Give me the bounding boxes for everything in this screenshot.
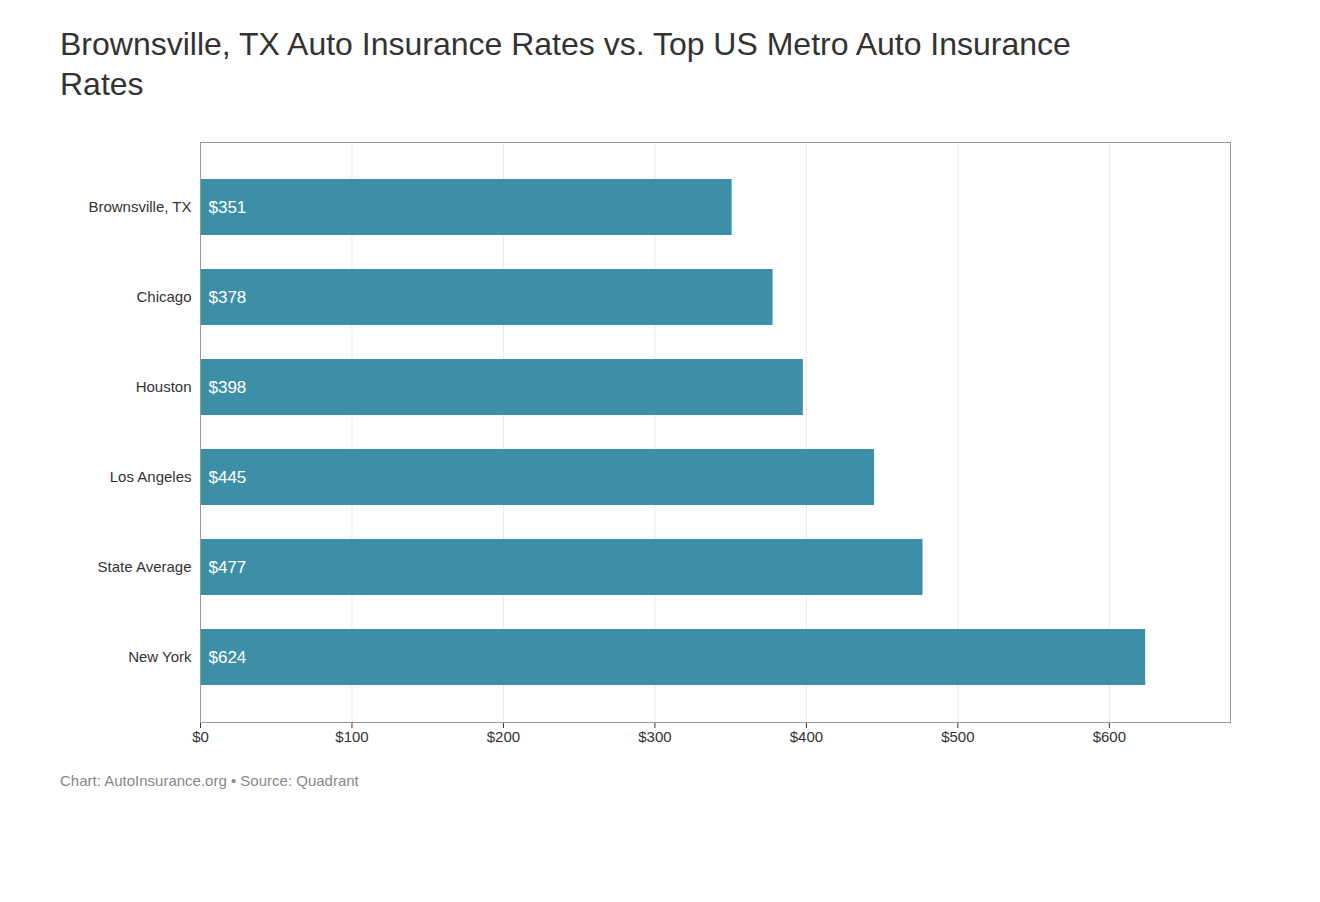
- svg-text:$0: $0: [192, 728, 209, 745]
- svg-text:Houston: Houston: [136, 378, 192, 395]
- html-text:Chart: AutoInsurance.org • Sou: Chart: AutoInsurance.org • Source: Quadr…: [60, 772, 359, 789]
- svg-text:$500: $500: [941, 728, 974, 745]
- svg-text:$624: $624: [209, 648, 247, 667]
- svg-text:$351: $351: [209, 198, 247, 217]
- svg-text:New York: New York: [128, 648, 192, 665]
- html-text:Brownsville, TX Auto Insurance: Brownsville, TX Auto Insurance Rates vs.…: [60, 26, 1071, 102]
- svg-text:Chicago: Chicago: [136, 288, 191, 305]
- svg-text:$400: $400: [790, 728, 823, 745]
- svg-text:$477: $477: [209, 558, 247, 577]
- svg-text:State Average: State Average: [98, 558, 192, 575]
- svg-text:$398: $398: [209, 378, 247, 397]
- svg-text:$378: $378: [209, 288, 247, 307]
- svg-text:Los Angeles: Los Angeles: [110, 468, 192, 485]
- svg-text:$300: $300: [638, 728, 671, 745]
- svg-text:Brownsville, TX: Brownsville, TX: [88, 198, 191, 215]
- svg-text:$445: $445: [209, 468, 247, 487]
- svg-text:$200: $200: [487, 728, 520, 745]
- svg-text:$600: $600: [1093, 728, 1126, 745]
- svg-text:$100: $100: [335, 728, 368, 745]
